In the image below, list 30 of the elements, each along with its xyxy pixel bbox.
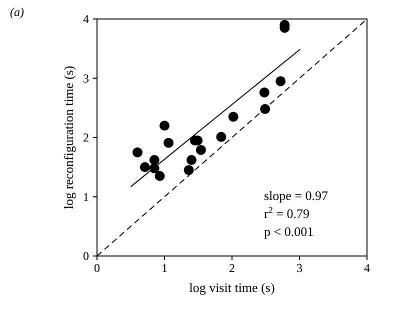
point [196,144,206,155]
chart-title: (a) [10,5,24,19]
point [149,155,160,166]
x-tick-label: 2 [229,261,235,275]
annotation: slope = 0.97 [264,188,329,203]
annotation: r$^{2}$ = 0.79 [264,205,310,221]
point [276,76,286,86]
point [259,87,270,98]
y-tick-label: 1 [83,190,89,204]
x-tick-label: 4 [364,261,370,275]
y-tick-label: 2 [83,130,89,144]
point [228,112,238,122]
point [216,132,226,142]
x-axis-title: log visit time (s) [189,280,275,295]
x-tick-label: 3 [296,261,302,275]
y-axis-title: log reconfiguration time (s) [61,66,76,210]
annotation: p < 0.001 [264,224,314,239]
point [140,162,150,172]
x-tick-label: 0 [94,261,100,275]
y-tick-label: 0 [83,249,89,263]
y-tick-label: 4 [83,12,89,26]
point [184,165,194,176]
point [260,104,270,114]
point [186,155,196,166]
point [160,120,170,131]
x-tick-label: 1 [162,261,168,275]
point [132,147,142,158]
point [164,138,174,148]
y-tick-label: 3 [83,71,89,86]
point [154,171,165,182]
